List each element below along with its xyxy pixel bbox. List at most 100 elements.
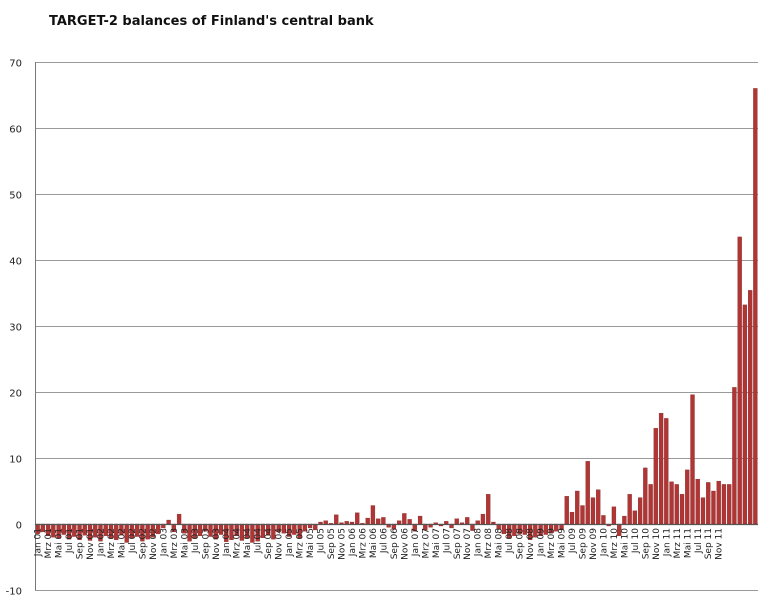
x-tick-label: Jul 04 [254,528,264,554]
x-tick-label: Sep 07 [453,528,463,559]
bar [632,510,638,525]
bar [454,518,459,525]
bar [444,521,449,525]
x-tick-label: Mrz 05 [296,528,306,559]
x-tick-label: Jan 03 [159,528,169,557]
bar [590,497,596,525]
x-tick-label: Jul 07 [442,528,452,554]
x-tick-label: Sep 10 [641,528,651,560]
x-tick-label: Mrz 04 [233,528,243,559]
bar [727,484,732,525]
bar [716,480,721,525]
x-tick-label: Nov 01 [86,528,96,560]
x-tick-label: Jan 06 [348,528,358,557]
bar [480,513,486,525]
bar [318,521,323,525]
x-tick-label: Mai 10 [620,528,630,558]
x-tick-label: Nov 05 [337,528,347,560]
x-tick-label: Sep 06 [390,528,400,560]
x-tick-label: Mrz 11 [673,528,683,559]
bar [575,490,580,525]
bar [721,484,727,525]
bar [622,515,627,525]
bar [601,515,606,525]
x-tick-label: Jul 10 [631,528,641,554]
x-tick-label: Sep 04 [264,528,274,560]
bar [355,512,360,525]
y-tick-label: 70 [9,59,22,70]
bar [700,497,706,525]
bar [695,478,700,525]
bar [402,513,407,525]
bar [669,481,674,525]
x-tick-label: Sep 03 [201,528,211,559]
x-tick-label: Mrz 09 [547,528,557,559]
bar [475,520,480,525]
bar [706,482,711,525]
y-tick-label: 10 [9,455,22,466]
bar [491,521,496,525]
bar [690,394,695,525]
bar [737,236,742,525]
x-tick-label: Mai 05 [306,528,316,558]
x-tick-label: Mrz 06 [358,528,368,559]
axes [35,62,758,590]
bar [166,519,171,525]
bar [569,511,575,525]
bar [679,494,685,525]
x-tick-label: Jan 11 [662,528,672,557]
bar [658,412,664,525]
x-tick-label: Sep 08 [516,528,526,560]
x-tick-label: Mai 03 [180,528,190,558]
bar [637,497,643,525]
x-tick-label: Mai 11 [683,528,693,558]
bar [732,387,737,525]
bar [344,521,349,525]
x-tick-label: Jul 09 [568,528,578,554]
bar [334,514,339,525]
x-tick-label: Jul 06 [379,528,389,554]
bar [176,513,182,525]
x-tick-label: Sep 01 [76,528,86,559]
x-tick-label: Nov 11 [715,528,725,560]
bar [627,494,632,525]
y-tick-label: 20 [9,389,22,400]
x-tick-label: Jul 02 [128,528,138,554]
bar [407,519,412,525]
y-tick-label: 40 [9,257,22,268]
bar [674,484,679,525]
x-tick-label: Mai 07 [432,528,442,558]
x-tick-label: Jul 11 [694,528,704,554]
x-tick-label: Mai 02 [117,528,127,558]
x-tick-label: Mrz 02 [107,528,117,559]
x-tick-label: Nov 09 [589,528,599,560]
x-tick-label: Nov 06 [400,528,410,560]
x-tick-label: Nov 04 [275,528,285,560]
gridlines [35,62,758,591]
bar [585,461,590,525]
bar [742,304,748,525]
x-tick-label: Jan 09 [537,528,547,557]
x-tick-label: Nov 10 [652,528,662,560]
x-tick-label: Mai 06 [369,528,379,558]
bar [664,418,669,525]
x-tick-label: Jan 04 [222,528,232,557]
bar [396,520,402,525]
y-tick-label: 0 [16,521,22,532]
bar [376,518,381,525]
x-tick-label: Jan 02 [96,528,106,557]
bar [643,467,648,525]
bar [433,522,438,525]
bar [685,469,690,525]
x-tick-label: Sep 11 [704,528,714,559]
y-tick-label: -10 [6,587,22,598]
bar [349,521,355,525]
x-tick-label: Mai 08 [495,528,505,558]
x-tick-label: Mrz 07 [421,528,431,559]
x-tick-label: Jul 08 [505,528,515,554]
x-tick-label: Jan 07 [411,528,421,557]
chart-title: TARGET-2 balances of Finland's central b… [49,14,374,29]
x-tick-label: Mrz 10 [610,528,620,559]
x-tick-label: Sep 09 [578,528,588,560]
y-tick-label: 60 [9,125,22,136]
